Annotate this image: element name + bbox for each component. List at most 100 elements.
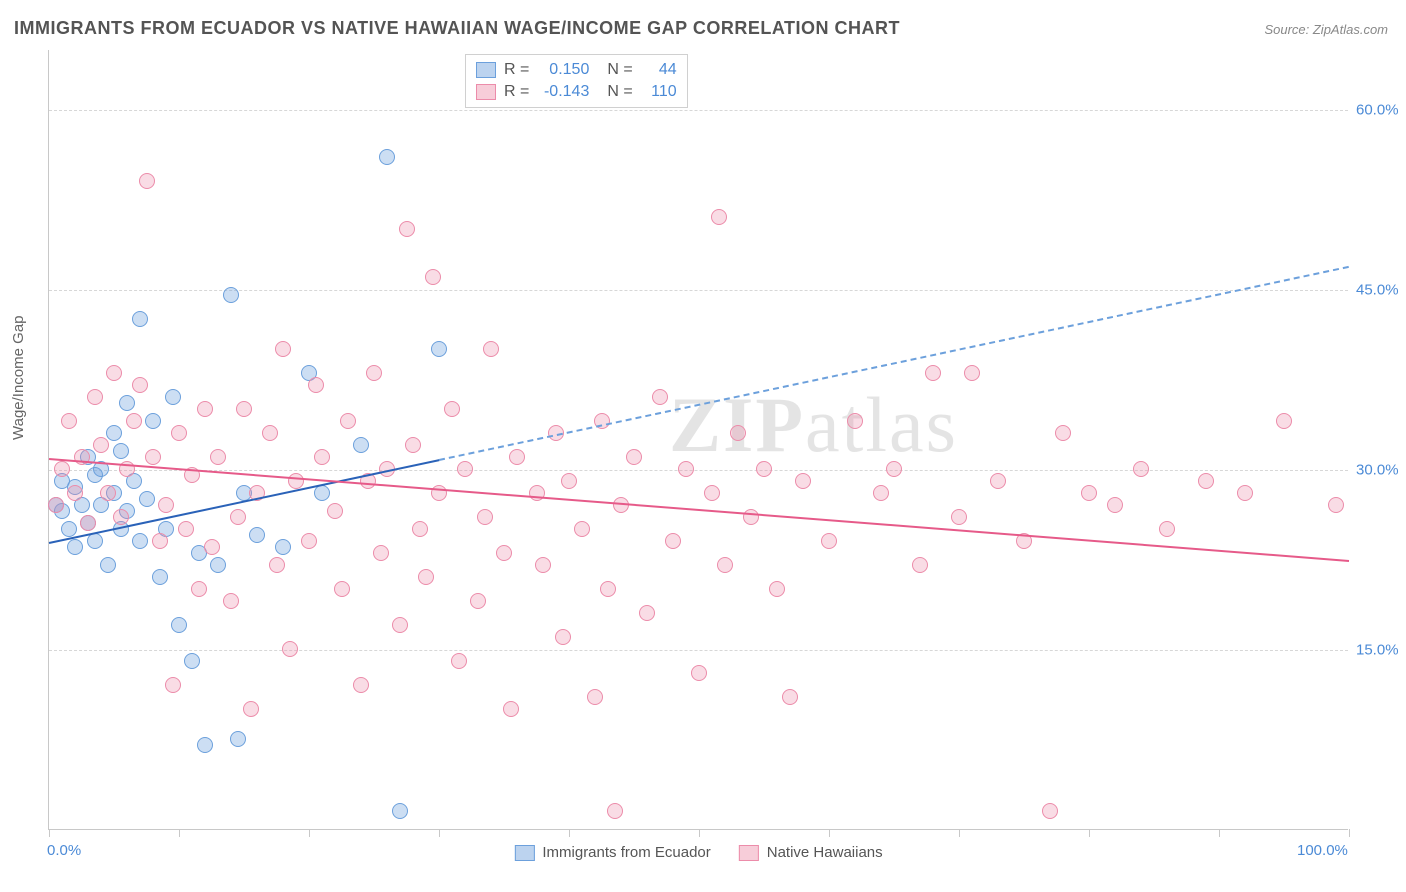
marker-series-b xyxy=(821,533,837,549)
legend-swatch xyxy=(739,845,759,861)
marker-series-b xyxy=(392,617,408,633)
marker-series-b xyxy=(223,593,239,609)
marker-series-a xyxy=(249,527,265,543)
marker-series-b xyxy=(730,425,746,441)
correlation-legend: R =0.150N =44R =-0.143N =110 xyxy=(465,54,688,108)
marker-series-b xyxy=(80,515,96,531)
marker-series-b xyxy=(1198,473,1214,489)
marker-series-b xyxy=(1107,497,1123,513)
marker-series-b xyxy=(301,533,317,549)
x-tick xyxy=(699,829,700,837)
marker-series-b xyxy=(496,545,512,561)
marker-series-a xyxy=(100,557,116,573)
legend-r-label: R = xyxy=(504,81,529,103)
series-legend-label: Native Hawaiians xyxy=(767,844,883,861)
marker-series-b xyxy=(262,425,278,441)
marker-series-a xyxy=(353,437,369,453)
x-tick xyxy=(1089,829,1090,837)
marker-series-b xyxy=(139,173,155,189)
marker-series-b xyxy=(327,503,343,519)
marker-series-b xyxy=(574,521,590,537)
marker-series-a xyxy=(431,341,447,357)
x-tick xyxy=(569,829,570,837)
correlation-legend-row: R =-0.143N =110 xyxy=(476,81,677,103)
marker-series-a xyxy=(392,803,408,819)
marker-series-a xyxy=(152,569,168,585)
marker-series-b xyxy=(847,413,863,429)
y-axis-label: Wage/Income Gap xyxy=(10,315,27,440)
watermark-atlas: atlas xyxy=(805,381,958,468)
marker-series-b xyxy=(1081,485,1097,501)
marker-series-b xyxy=(288,473,304,489)
marker-series-b xyxy=(93,437,109,453)
marker-series-b xyxy=(61,413,77,429)
marker-series-b xyxy=(54,461,70,477)
marker-series-a xyxy=(113,443,129,459)
marker-series-b xyxy=(535,557,551,573)
marker-series-b xyxy=(1328,497,1344,513)
x-tick xyxy=(1349,829,1350,837)
marker-series-b xyxy=(457,461,473,477)
marker-series-b xyxy=(282,641,298,657)
marker-series-b xyxy=(1159,521,1175,537)
y-tick-label: 60.0% xyxy=(1356,102,1406,119)
x-tick xyxy=(49,829,50,837)
marker-series-b xyxy=(197,401,213,417)
marker-series-b xyxy=(204,539,220,555)
marker-series-b xyxy=(373,545,389,561)
marker-series-b xyxy=(210,449,226,465)
marker-series-b xyxy=(561,473,577,489)
marker-series-a xyxy=(132,533,148,549)
y-tick-label: 15.0% xyxy=(1356,642,1406,659)
marker-series-b xyxy=(113,509,129,525)
correlation-legend-row: R =0.150N =44 xyxy=(476,59,677,81)
marker-series-b xyxy=(353,677,369,693)
marker-series-b xyxy=(100,485,116,501)
gridline xyxy=(49,470,1348,471)
marker-series-a xyxy=(106,425,122,441)
marker-series-b xyxy=(912,557,928,573)
legend-n-label: N = xyxy=(607,59,632,81)
marker-series-b xyxy=(704,485,720,501)
marker-series-b xyxy=(717,557,733,573)
y-tick-label: 45.0% xyxy=(1356,282,1406,299)
marker-series-a xyxy=(132,311,148,327)
gridline xyxy=(49,110,1348,111)
x-tick-label: 0.0% xyxy=(47,842,81,859)
series-legend-item: Native Hawaiians xyxy=(739,844,883,861)
legend-swatch xyxy=(476,62,496,78)
marker-series-b xyxy=(1055,425,1071,441)
x-tick-label: 100.0% xyxy=(1297,842,1348,859)
marker-series-b xyxy=(334,581,350,597)
marker-series-b xyxy=(425,269,441,285)
marker-series-b xyxy=(483,341,499,357)
source-attribution: Source: ZipAtlas.com xyxy=(1264,22,1388,37)
marker-series-b xyxy=(412,521,428,537)
y-tick-label: 30.0% xyxy=(1356,462,1406,479)
marker-series-b xyxy=(756,461,772,477)
marker-series-a xyxy=(61,521,77,537)
marker-series-b xyxy=(607,803,623,819)
marker-series-b xyxy=(308,377,324,393)
marker-series-b xyxy=(171,425,187,441)
marker-series-b xyxy=(132,377,148,393)
marker-series-b xyxy=(990,473,1006,489)
marker-series-b xyxy=(503,701,519,717)
chart-title: IMMIGRANTS FROM ECUADOR VS NATIVE HAWAII… xyxy=(14,18,900,39)
series-legend-item: Immigrants from Ecuador xyxy=(514,844,710,861)
marker-series-b xyxy=(769,581,785,597)
x-tick xyxy=(829,829,830,837)
trend-line xyxy=(49,458,1349,562)
gridline xyxy=(49,650,1348,651)
marker-series-a xyxy=(139,491,155,507)
marker-series-b xyxy=(191,581,207,597)
marker-series-a xyxy=(119,395,135,411)
marker-series-b xyxy=(145,449,161,465)
marker-series-b xyxy=(600,581,616,597)
marker-series-b xyxy=(314,449,330,465)
marker-series-b xyxy=(399,221,415,237)
marker-series-b xyxy=(925,365,941,381)
marker-series-b xyxy=(67,485,83,501)
marker-series-b xyxy=(639,605,655,621)
marker-series-b xyxy=(152,533,168,549)
